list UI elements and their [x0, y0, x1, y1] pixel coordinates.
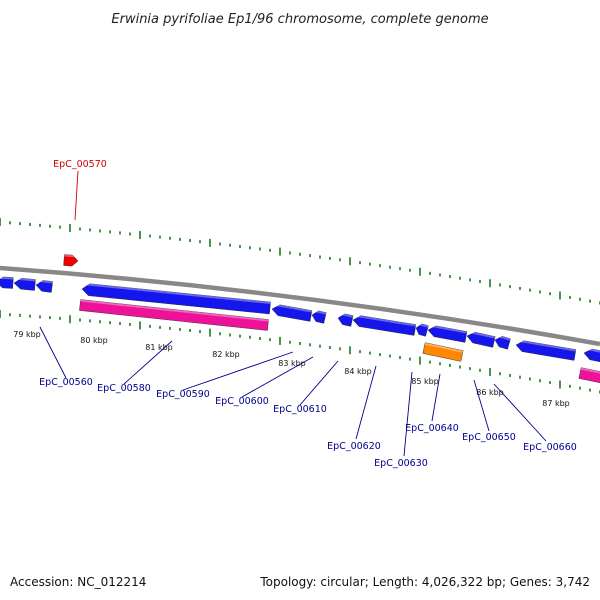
gene-label-epc-00580: EpC_00580: [97, 340, 173, 394]
scale-label: 85 kbp: [411, 377, 439, 386]
gene-epc-00650: [466, 330, 496, 348]
gene-label-epc-00660: EpC_00660: [493, 383, 577, 453]
rna-feature-2: [422, 342, 464, 362]
gene-epc-00610: [337, 312, 354, 327]
gene-epc-00560: [0, 276, 14, 289]
leader-line: [431, 373, 441, 422]
gene-epc-00620: [352, 314, 417, 336]
gene-label-epc-00600: EpC_00600: [215, 356, 314, 407]
leader-line: [355, 365, 377, 440]
gene-epc-00640: [427, 324, 468, 343]
gene-name: EpC_00560: [39, 377, 93, 388]
gene-label-epc-00610: EpC_00610: [273, 360, 339, 415]
scale-label: 81 kbp: [145, 343, 173, 352]
leader-line: [123, 340, 173, 385]
gene-name: EpC_00650: [462, 432, 516, 443]
leader-line: [39, 326, 67, 379]
gene-name: EpC_00630: [374, 458, 428, 469]
gene-name: EpC_00610: [273, 404, 327, 415]
gene-name: EpC_00660: [523, 442, 577, 453]
scale-label: 79 kbp: [13, 330, 41, 339]
gene-b: [35, 279, 53, 293]
rna-feature-3: [578, 367, 600, 384]
gene-c: [583, 347, 600, 363]
gene-name: EpC_00590: [156, 389, 210, 400]
gene-name: EpC_00580: [97, 383, 151, 394]
leader-line: [182, 351, 294, 391]
gene-epc-00600: [311, 309, 327, 324]
gene-epc-00590: [271, 303, 313, 322]
gene-label-epc-00620: EpC_00620: [327, 365, 381, 452]
scale-label: 83 kbp: [278, 359, 306, 368]
chromosome-backbone: [0, 265, 600, 347]
gene-label-epc-00590: EpC_00590: [156, 351, 294, 400]
gene-name: EpC_00620: [327, 441, 381, 452]
leader-line: [299, 360, 339, 406]
gene-name: EpC_00600: [215, 396, 269, 407]
gene-epc-00630: [415, 322, 429, 337]
leader-line: [241, 356, 314, 398]
gene-label-epc-00640: EpC_00640: [405, 373, 459, 434]
gene-epc-00570: [63, 254, 79, 267]
gene-epc-00655: [494, 334, 511, 350]
gene-epc-00580: [81, 283, 271, 315]
gene-name: EpC_00640: [405, 423, 459, 434]
gene-epc-00660: [515, 339, 577, 361]
gene-a: [13, 277, 36, 291]
map-title: Erwinia pyrifoliae Ep1/96 chromosome, co…: [111, 12, 488, 27]
gene-features: [0, 254, 600, 384]
leader-line: [473, 379, 490, 432]
scale-label: 84 kbp: [344, 367, 372, 376]
accession-label: Accession: NC_012214: [10, 575, 146, 589]
scale-label: 80 kbp: [80, 336, 108, 345]
gene-label-epc-00560: EpC_00560: [39, 326, 93, 388]
leader-line: [74, 170, 79, 221]
inner-tick-ring: [0, 310, 600, 394]
rna-feature-1: [79, 299, 269, 331]
gene-label-epc-00630: EpC_00630: [374, 371, 428, 469]
gene-label-epc-00650: EpC_00650: [462, 379, 516, 443]
genome-summary: Topology: circular; Length: 4,026,322 bp…: [259, 575, 590, 589]
leader-line: [403, 371, 413, 457]
gene-label-layer: EpC_00570 EpC_00560 EpC_00580 EpC_00590 EpC_…: [39, 159, 577, 469]
gene-name: EpC_00570: [53, 159, 107, 170]
scale-label: 87 kbp: [542, 399, 570, 408]
gene-label-epc-00570: EpC_00570: [53, 159, 107, 221]
scale-labels: 79 kbp 80 kbp 81 kbp 82 kbp 83 kbp 84 kbp 85 k…: [13, 330, 570, 408]
outer-tick-ring: [0, 218, 600, 305]
leader-line: [493, 383, 547, 442]
scale-label: 86 kbp: [476, 388, 504, 397]
scale-label: 82 kbp: [212, 350, 240, 359]
